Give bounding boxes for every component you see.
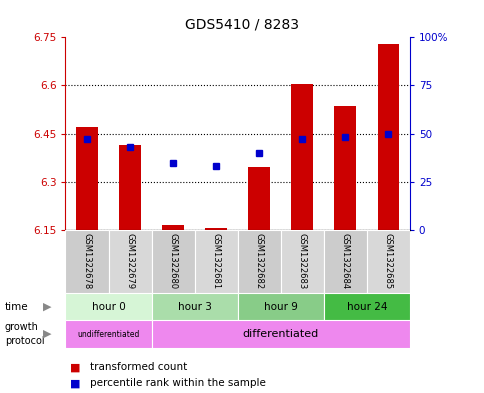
Bar bbox=[237, 230, 280, 293]
Text: ■: ■ bbox=[70, 378, 81, 388]
Bar bbox=[205, 228, 227, 230]
Bar bbox=[119, 145, 140, 230]
Text: ▶: ▶ bbox=[43, 301, 52, 312]
Bar bbox=[76, 127, 98, 230]
Bar bbox=[366, 230, 409, 293]
Text: GDS5410 / 8283: GDS5410 / 8283 bbox=[185, 18, 299, 32]
Bar bbox=[334, 107, 355, 230]
Text: hour 24: hour 24 bbox=[346, 301, 386, 312]
Text: GSM1322680: GSM1322680 bbox=[168, 233, 177, 289]
Text: growth: growth bbox=[5, 322, 39, 332]
Bar bbox=[291, 84, 312, 230]
Bar bbox=[377, 44, 398, 230]
Bar bbox=[280, 230, 323, 293]
Text: undifferentiated: undifferentiated bbox=[77, 330, 139, 338]
Text: protocol: protocol bbox=[5, 336, 45, 346]
Text: GSM1322684: GSM1322684 bbox=[340, 233, 349, 289]
Bar bbox=[237, 293, 323, 320]
Bar bbox=[323, 230, 366, 293]
Text: GSM1322679: GSM1322679 bbox=[125, 233, 134, 289]
Text: time: time bbox=[5, 301, 29, 312]
Bar bbox=[151, 230, 194, 293]
Bar bbox=[65, 230, 108, 293]
Text: ■: ■ bbox=[70, 362, 81, 373]
Text: GSM1322678: GSM1322678 bbox=[82, 233, 91, 290]
Text: percentile rank within the sample: percentile rank within the sample bbox=[90, 378, 265, 388]
Text: transformed count: transformed count bbox=[90, 362, 187, 373]
Bar bbox=[108, 230, 151, 293]
Bar bbox=[151, 320, 409, 348]
Bar bbox=[65, 320, 151, 348]
Text: hour 3: hour 3 bbox=[177, 301, 211, 312]
Bar bbox=[194, 230, 237, 293]
Text: GSM1322681: GSM1322681 bbox=[211, 233, 220, 289]
Bar bbox=[162, 225, 183, 230]
Bar bbox=[323, 293, 409, 320]
Text: hour 9: hour 9 bbox=[263, 301, 297, 312]
Bar bbox=[65, 293, 151, 320]
Text: hour 0: hour 0 bbox=[91, 301, 125, 312]
Text: differentiated: differentiated bbox=[242, 329, 318, 339]
Text: ▶: ▶ bbox=[43, 329, 52, 339]
Text: GSM1322683: GSM1322683 bbox=[297, 233, 306, 290]
Bar bbox=[248, 167, 270, 230]
Bar bbox=[151, 293, 237, 320]
Text: GSM1322682: GSM1322682 bbox=[254, 233, 263, 289]
Text: GSM1322685: GSM1322685 bbox=[383, 233, 392, 289]
